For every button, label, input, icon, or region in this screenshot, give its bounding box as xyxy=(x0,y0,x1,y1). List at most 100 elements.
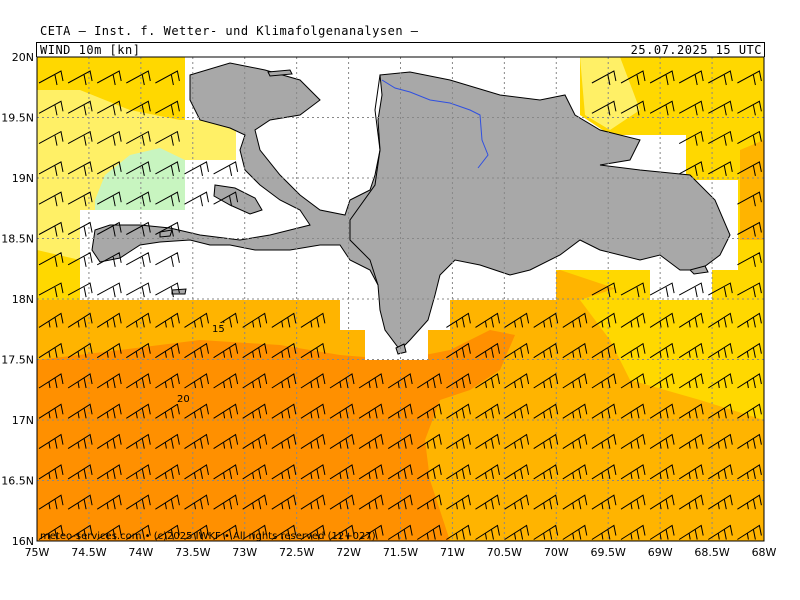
wind-barb xyxy=(387,373,413,389)
wind-barb xyxy=(649,100,675,116)
wind-barb xyxy=(126,130,151,146)
wind-barb xyxy=(504,312,530,328)
wind-barb xyxy=(38,342,64,359)
wind-barb xyxy=(67,312,93,328)
wind-barb xyxy=(271,312,297,328)
wind-barb xyxy=(271,433,297,450)
wind-barb xyxy=(562,312,588,328)
wind-barb xyxy=(446,524,471,540)
wind-barb xyxy=(562,373,588,389)
wind-barb xyxy=(708,312,733,328)
wind-barb xyxy=(591,282,617,298)
wind-barb xyxy=(213,464,239,480)
wind-barb xyxy=(96,100,122,116)
wind-barb xyxy=(67,403,93,419)
wind-barb xyxy=(591,100,617,116)
wind-barb xyxy=(649,312,675,328)
variable-label: WIND 10m [kn] xyxy=(40,43,141,57)
wind-barb xyxy=(213,433,239,450)
wind-barb xyxy=(475,524,500,540)
wind-barb xyxy=(446,342,471,359)
lat-tick-label: 18.5N xyxy=(1,233,34,246)
wind-barb xyxy=(329,373,355,389)
wind-barb xyxy=(184,161,209,176)
wind-barb xyxy=(504,464,530,480)
wind-barb xyxy=(446,403,471,419)
wind-barb xyxy=(649,70,675,86)
wind-barb xyxy=(591,70,617,86)
wind-barb xyxy=(38,161,64,176)
wind-barb xyxy=(38,494,64,510)
wind-barb xyxy=(126,252,151,267)
wind-barb xyxy=(678,403,704,419)
wind-barb xyxy=(649,524,675,540)
wind-barb xyxy=(242,342,268,359)
wind-barb xyxy=(446,312,471,328)
wind-barb xyxy=(620,70,646,86)
wind-barb xyxy=(67,252,93,267)
wind-barb xyxy=(708,494,733,510)
wind-barb xyxy=(96,282,122,298)
wind-barb xyxy=(126,312,151,328)
wind-barb xyxy=(533,312,559,328)
wind-barb xyxy=(184,524,209,540)
lon-tick-label: 75W xyxy=(25,546,50,559)
wind-barb xyxy=(620,373,646,389)
wind-barb xyxy=(300,373,326,389)
wind-barb xyxy=(417,524,442,540)
wind-barb xyxy=(184,312,209,328)
wind-barb xyxy=(67,130,93,146)
wind-barb xyxy=(708,342,733,359)
lon-tick-label: 69W xyxy=(648,546,673,559)
wind-barb xyxy=(591,373,617,389)
wind-barb xyxy=(620,464,646,480)
wind-barb xyxy=(184,494,209,510)
wind-barb xyxy=(475,342,500,359)
wind-barb xyxy=(737,100,762,116)
wind-barb xyxy=(38,70,64,86)
wind-barb xyxy=(96,70,122,86)
river xyxy=(381,79,489,169)
wind-barb xyxy=(126,282,151,298)
lat-tick-label: 19.5N xyxy=(1,112,34,125)
wind-barb xyxy=(737,282,762,298)
lon-tick-label: 73.5W xyxy=(175,546,210,559)
wind-barb xyxy=(678,464,704,480)
wind-barb xyxy=(358,494,384,510)
wind-barb xyxy=(155,191,180,207)
wind-barb xyxy=(38,252,64,267)
wind-barb xyxy=(708,130,733,146)
wind-barb xyxy=(417,373,442,389)
wind-barb xyxy=(620,494,646,510)
wind-barb xyxy=(620,342,646,359)
wind-barb xyxy=(417,403,442,419)
wind-barb xyxy=(562,342,588,359)
lat-tick-label: 18N xyxy=(12,293,34,306)
wind-barb xyxy=(387,524,413,540)
wind-barb xyxy=(678,100,704,116)
wind-barb xyxy=(475,464,500,480)
wind-barb xyxy=(271,494,297,510)
wind-barb xyxy=(38,403,64,419)
wind-barb xyxy=(300,464,326,480)
wind-barb xyxy=(271,373,297,389)
lat-tick-label: 19N xyxy=(12,172,34,185)
wind-barb xyxy=(533,464,559,480)
hispaniola-landmass xyxy=(91,62,731,351)
wind-barb xyxy=(708,70,733,86)
wind-barb xyxy=(242,494,268,510)
wind-barb xyxy=(126,464,151,480)
wind-barb xyxy=(126,342,151,359)
wind-barb xyxy=(213,161,239,176)
wind-barb xyxy=(678,342,704,359)
wind-barb xyxy=(649,464,675,480)
wind-barb xyxy=(67,464,93,480)
wind-barb xyxy=(358,524,384,540)
wind-barb xyxy=(38,191,64,207)
wind-barb xyxy=(38,433,64,450)
wind-barb xyxy=(67,191,93,207)
wind-barb xyxy=(67,524,93,540)
lat-tick-label: 20N xyxy=(12,51,34,64)
wind-barb xyxy=(38,282,64,298)
wind-barb xyxy=(67,282,93,298)
